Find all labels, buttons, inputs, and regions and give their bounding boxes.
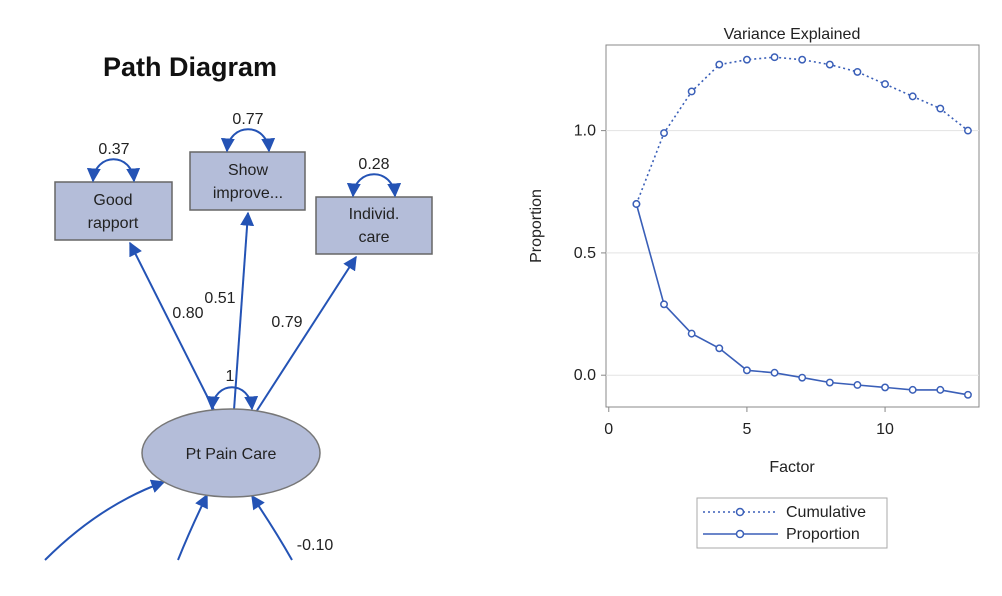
variance-label-factor: 1 <box>226 368 235 385</box>
variance-label-show-improve: 0.77 <box>232 111 263 128</box>
lower-path-label-right: -0.10 <box>297 537 334 554</box>
y-axis: 0.0 0.5 1.0 <box>574 123 606 384</box>
point-cumulative <box>853 67 862 76</box>
point-cumulative <box>770 53 779 62</box>
point-proportion <box>963 390 972 399</box>
point-cumulative <box>660 129 668 138</box>
legend-marker-cumulative <box>735 507 745 517</box>
legend: Cumulative Proportion <box>696 497 888 549</box>
point-proportion <box>908 385 917 394</box>
y-axis-label: Proportion <box>528 189 545 263</box>
lower-path-middle <box>177 493 208 561</box>
indicator-show-improve: Show improve... <box>189 151 306 211</box>
loading-arrow-show-improve <box>233 211 255 411</box>
variance-label-individ-care: 0.28 <box>358 156 389 173</box>
lower-path-left <box>44 479 166 561</box>
series-line-proportion <box>635 203 969 396</box>
indicator-box <box>54 181 173 241</box>
variance-loop-individ-care <box>346 173 402 198</box>
variance-chart: Variance Explained 0 5 10 0.0 0.5 1.0 Factor… <box>528 26 980 549</box>
point-cumulative <box>715 60 724 69</box>
loading-label-show-improve: 0.51 <box>204 290 235 307</box>
point-cumulative <box>687 87 696 96</box>
legend-frame <box>696 497 888 549</box>
plot-area-frame <box>605 44 980 408</box>
point-cumulative <box>963 126 972 135</box>
point-proportion <box>770 368 779 377</box>
y-tick-label: 0.0 <box>574 367 596 384</box>
loading-label-individ-care: 0.79 <box>271 314 302 331</box>
path-diagram-title: Path Diagram <box>103 52 277 82</box>
point-cumulative <box>881 80 890 89</box>
x-axis: 0 5 10 <box>604 407 894 438</box>
indicator-label-line1: Good <box>93 192 132 209</box>
grid-layer <box>606 130 979 376</box>
point-proportion <box>853 381 862 389</box>
point-proportion <box>687 329 696 338</box>
variance-loop-good-rapport <box>86 158 141 183</box>
y-tick-label: 1.0 <box>574 123 596 140</box>
x-tick-label: 10 <box>876 421 894 438</box>
y-tick-label: 0.5 <box>574 245 596 262</box>
chart-title: Variance Explained <box>724 26 861 43</box>
point-cumulative <box>798 55 807 64</box>
indicator-box <box>189 151 306 211</box>
indicator-good-rapport: Good rapport <box>54 181 173 241</box>
loading-arrow-individ-care <box>255 255 357 413</box>
legend-label-proportion: Proportion <box>786 526 860 543</box>
point-proportion <box>825 378 834 387</box>
path-diagram: Path Diagram Good rapport Show improve..… <box>44 52 433 561</box>
variance-loop-show-improve <box>220 128 276 153</box>
x-axis-label: Factor <box>769 459 815 476</box>
variance-loop-factor <box>205 386 259 411</box>
factor-pt-pain-care: Pt Pain Care <box>141 408 321 498</box>
x-tick-label: 0 <box>604 421 613 438</box>
indicator-label-line2: care <box>358 229 389 246</box>
indicator-label-line2: improve... <box>213 185 283 202</box>
point-cumulative <box>936 104 945 113</box>
indicator-label-line1: Individ. <box>349 206 400 223</box>
series-layer <box>632 53 972 399</box>
point-proportion <box>715 344 724 353</box>
lower-path-right <box>251 494 293 561</box>
point-proportion <box>798 373 807 382</box>
indicator-individ-care: Individ. care <box>315 196 433 255</box>
indicator-label-line1: Show <box>228 162 268 179</box>
point-proportion <box>881 383 890 392</box>
loading-label-good-rapport: 0.80 <box>172 305 203 322</box>
x-tick-label: 5 <box>742 421 751 438</box>
point-proportion <box>632 200 641 208</box>
indicator-label-line2: rapport <box>88 215 139 232</box>
point-proportion <box>742 366 751 375</box>
point-proportion <box>936 385 945 394</box>
point-cumulative <box>825 60 834 69</box>
factor-label: Pt Pain Care <box>186 446 277 463</box>
loading-arrow-good-rapport <box>129 241 215 411</box>
point-cumulative <box>908 92 917 101</box>
point-proportion <box>660 300 668 309</box>
legend-marker-proportion <box>735 529 745 539</box>
legend-label-cumulative: Cumulative <box>786 504 866 521</box>
variance-label-good-rapport: 0.37 <box>98 141 129 158</box>
point-cumulative <box>742 55 751 64</box>
